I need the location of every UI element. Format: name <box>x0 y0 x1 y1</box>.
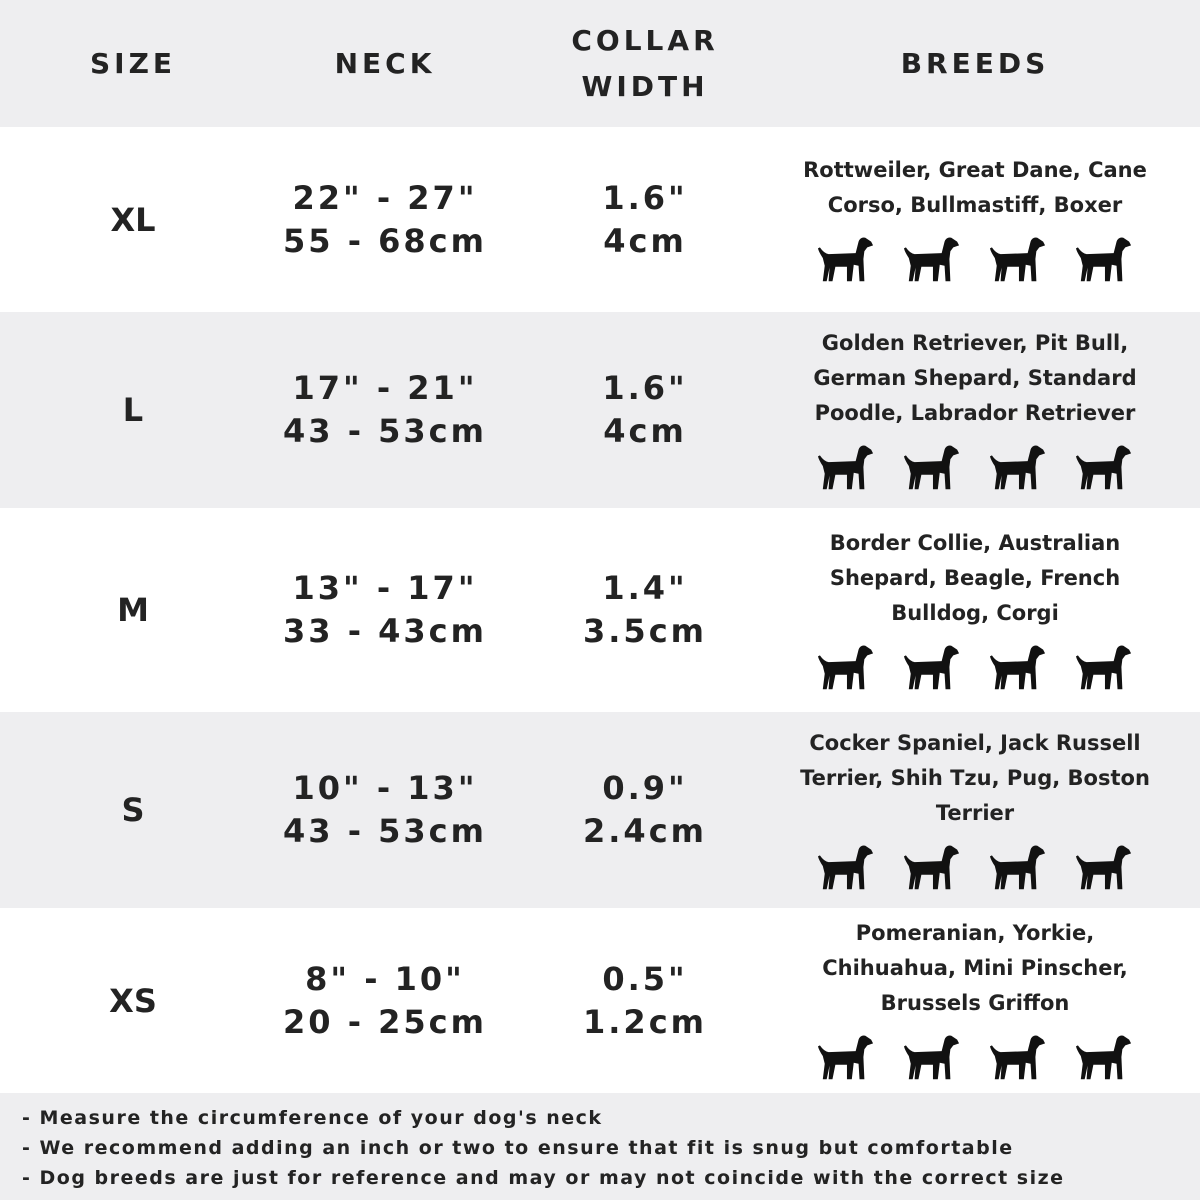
collar-inches: 1.6" <box>602 369 688 407</box>
great-dane-icon <box>903 237 960 281</box>
breeds-list: Border Collie, Australian Shepard, Beagl… <box>829 530 1121 625</box>
shih-tzu-icon <box>989 845 1046 889</box>
golden-retriever-icon <box>817 445 874 489</box>
note: - Measure the circumference of your dog'… <box>22 1107 603 1129</box>
breed-silhouettes <box>813 637 1137 695</box>
neck-cm: 43 - 53cm <box>283 412 487 450</box>
collar-cm: 4cm <box>603 412 687 450</box>
rottweiler-icon <box>817 237 874 281</box>
doberman-icon <box>989 237 1046 281</box>
mini-pinscher-icon <box>1075 1035 1132 1080</box>
table-row: M 13" - 17" 33 - 43cm 1.4" 3.5cm Border Co… <box>0 508 1200 712</box>
beagle-icon <box>903 645 960 689</box>
breeds-list: Pomeranian, Yorkie, Chihuahua, Mini Pins… <box>822 921 1128 1015</box>
cocker-spaniel-icon <box>817 845 874 889</box>
breed-silhouettes <box>813 837 1137 895</box>
neck-inches: 13" - 17" <box>292 569 478 607</box>
neck-inches: 8" - 10" <box>305 959 465 998</box>
table-row: XS 8" - 10" 20 - 25cm 0.5" 1.2cm Pomerania… <box>0 908 1200 1093</box>
jack-russell-icon <box>903 845 960 889</box>
corgi-icon <box>1075 645 1132 689</box>
labrador-icon <box>903 445 960 489</box>
breeds-list: Rottweiler, Great Dane, Cane Corso, Bull… <box>803 157 1147 217</box>
collar-inches: 1.6" <box>602 178 688 217</box>
collar-inches: 0.9" <box>602 769 688 807</box>
pug-icon <box>1075 845 1132 889</box>
breed-silhouettes <box>813 229 1137 287</box>
neck-cm: 55 - 68cm <box>283 221 487 260</box>
size-label: XL <box>110 200 156 239</box>
bullmastiff-icon <box>1075 237 1132 281</box>
note: - We recommend adding an inch or two to … <box>22 1137 1014 1159</box>
table-row: L 17" - 21" 43 - 53cm 1.6" 4cm Golden Retr… <box>0 312 1200 508</box>
header-breeds: BREEDS <box>900 46 1050 80</box>
collar-cm: 3.5cm <box>583 612 707 650</box>
neck-cm: 43 - 53cm <box>283 812 487 850</box>
breeds-list: Cocker Spaniel, Jack Russell Terrier, Sh… <box>800 730 1150 825</box>
table-row: XL 22" - 27" 55 - 68cm 1.6" 4cm Rottweiler… <box>0 127 1200 312</box>
neck-inches: 10" - 13" <box>292 769 478 807</box>
footer-notes: - Measure the circumference of your dog'… <box>0 1093 1200 1200</box>
breed-silhouettes <box>813 437 1137 495</box>
note: - Dog breeds are just for reference and … <box>22 1167 1065 1189</box>
neck-cm: 20 - 25cm <box>283 1002 487 1041</box>
breeds-list: Golden Retriever, Pit Bull, German Shepa… <box>813 330 1137 425</box>
header-collar-width: COLLAR WIDTH <box>571 23 719 103</box>
french-bulldog-icon <box>989 645 1046 689</box>
chihuahua-icon <box>989 1035 1046 1080</box>
neck-cm: 33 - 43cm <box>283 612 487 650</box>
size-label: S <box>121 791 145 829</box>
pomeranian-icon <box>817 1035 874 1080</box>
german-shepherd-icon <box>1075 445 1132 489</box>
breed-silhouettes <box>813 1027 1137 1085</box>
header-size: SIZE <box>89 46 176 80</box>
neck-inches: 22" - 27" <box>292 178 478 217</box>
border-collie-icon <box>817 645 874 689</box>
size-label: XS <box>109 981 157 1020</box>
header-neck: NECK <box>334 46 436 80</box>
collar-cm: 1.2cm <box>583 1002 707 1041</box>
poodle-icon <box>989 445 1046 489</box>
yorkie-icon <box>903 1035 960 1080</box>
size-label: M <box>117 591 149 629</box>
collar-inches: 1.4" <box>602 569 688 607</box>
table-header: SIZE NECK COLLAR WIDTH BREEDS <box>0 0 1200 127</box>
table-row: S 10" - 13" 43 - 53cm 0.9" 2.4cm Cocker Sp… <box>0 712 1200 908</box>
neck-inches: 17" - 21" <box>292 369 478 407</box>
collar-inches: 0.5" <box>602 959 688 998</box>
collar-cm: 4cm <box>603 221 687 260</box>
size-label: L <box>122 391 144 429</box>
collar-cm: 2.4cm <box>583 812 707 850</box>
